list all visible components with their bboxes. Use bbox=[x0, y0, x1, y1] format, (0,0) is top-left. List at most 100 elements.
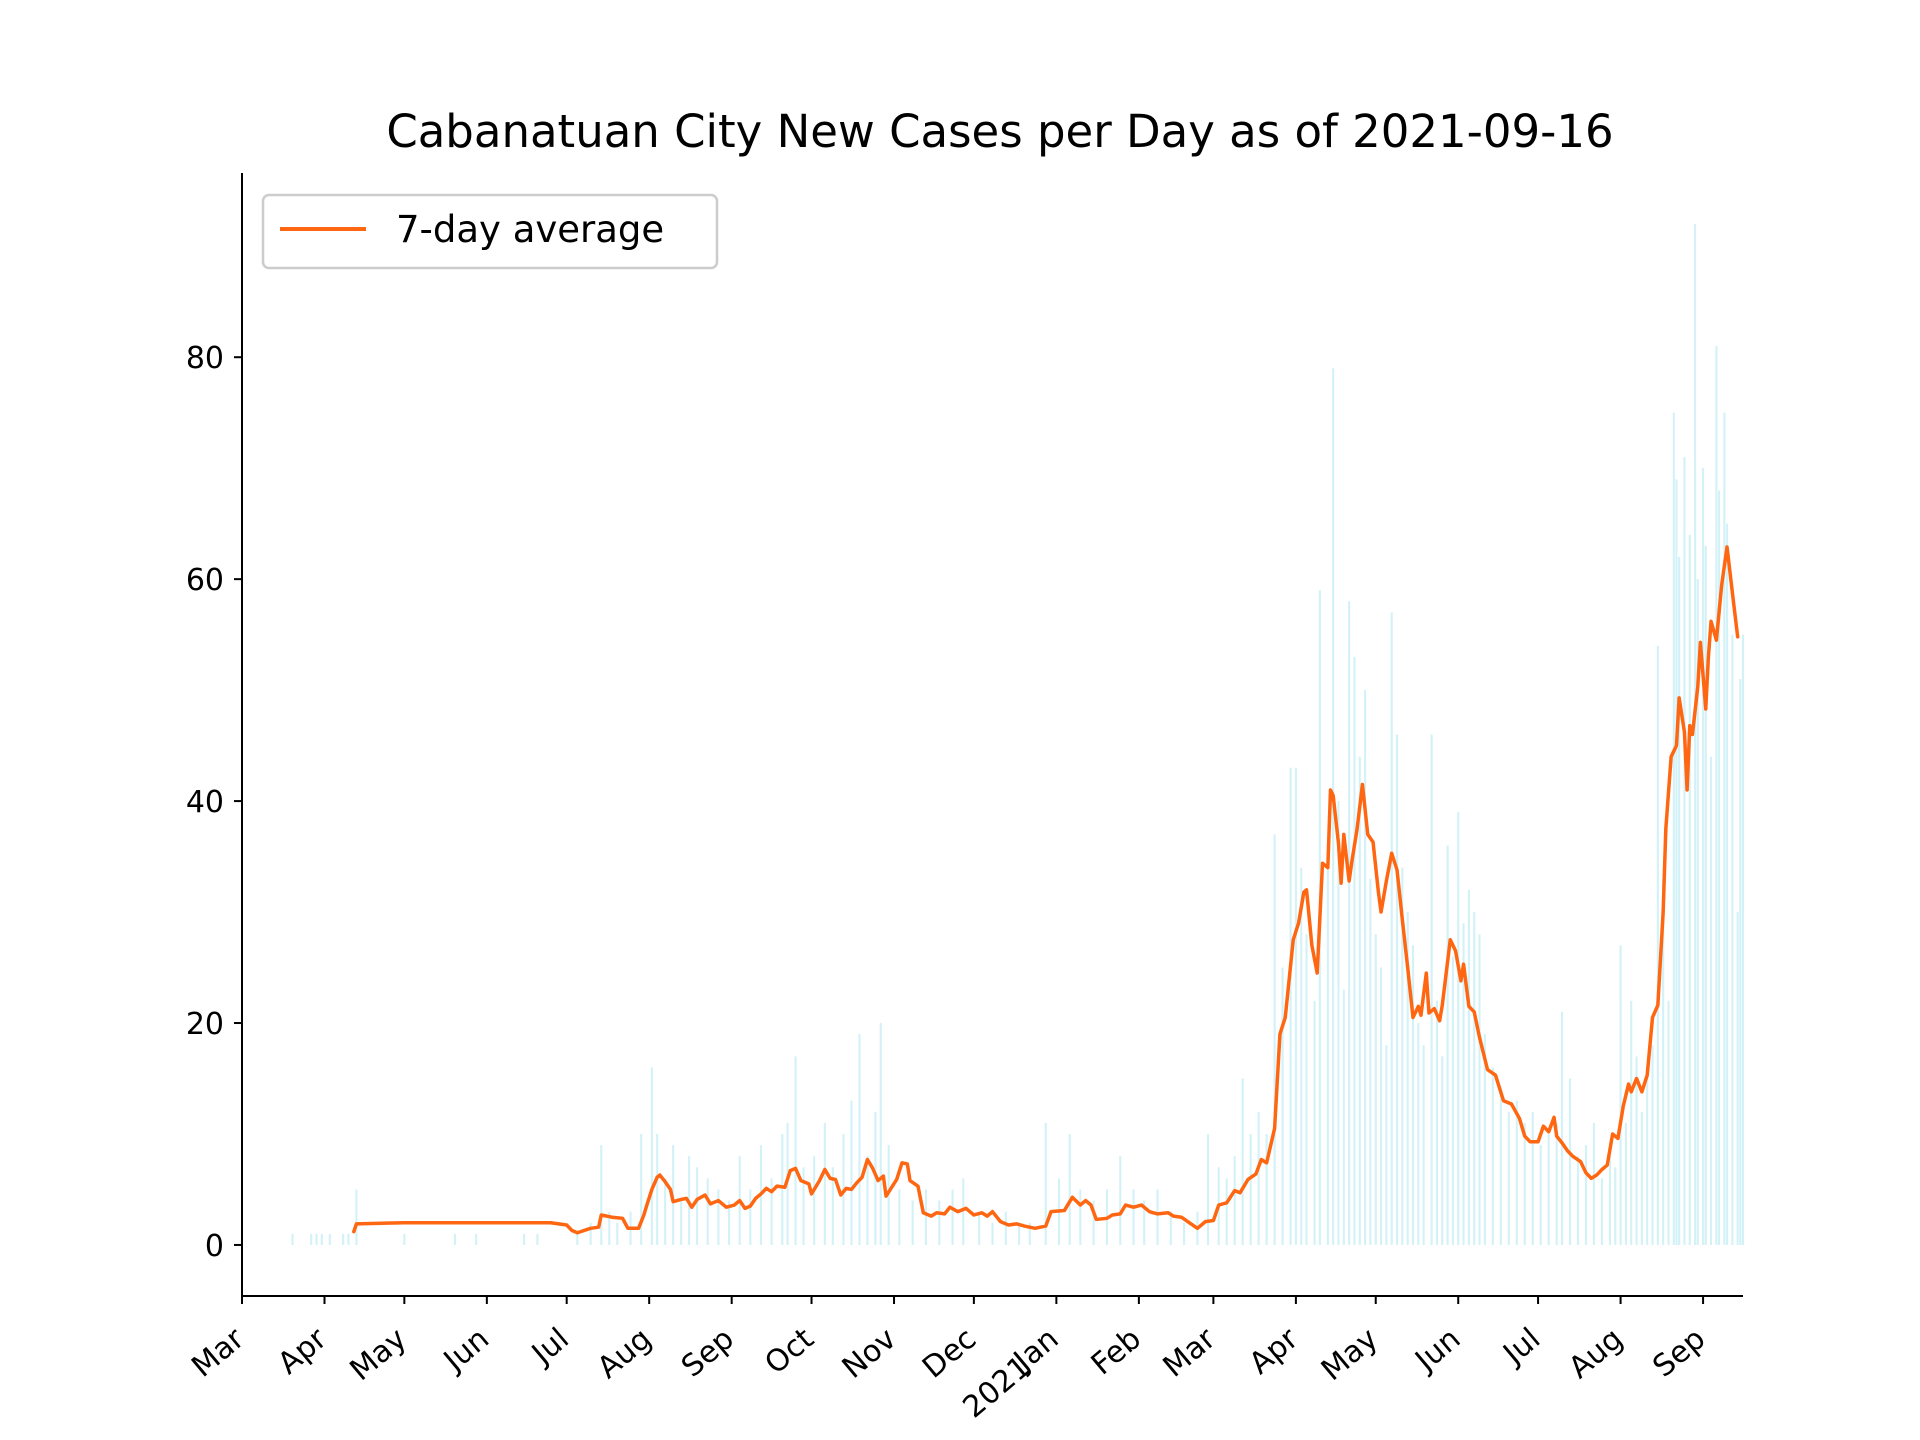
daily-case-bar bbox=[616, 1222, 619, 1245]
daily-case-bar bbox=[1523, 1122, 1526, 1245]
daily-case-bar bbox=[1635, 1056, 1638, 1245]
daily-case-bar bbox=[1646, 1067, 1649, 1245]
daily-case-bar bbox=[1004, 1211, 1007, 1245]
daily-case-bar bbox=[1702, 468, 1705, 1245]
daily-case-bar bbox=[589, 1222, 592, 1245]
daily-case-bar bbox=[1257, 1111, 1260, 1245]
daily-case-bar bbox=[1207, 1133, 1210, 1245]
daily-case-bar bbox=[727, 1200, 731, 1245]
daily-case-bar bbox=[1499, 1089, 1502, 1245]
y-tick-label: 0 bbox=[205, 1229, 224, 1264]
daily-case-bar bbox=[1614, 1167, 1617, 1245]
daily-case-bar bbox=[962, 1178, 965, 1245]
daily-case-bar bbox=[1619, 945, 1622, 1245]
daily-case-bar bbox=[1342, 989, 1345, 1245]
daily-case-bar bbox=[1353, 656, 1356, 1245]
daily-case-bar bbox=[794, 1056, 797, 1245]
daily-case-bar bbox=[1667, 1000, 1670, 1245]
daily-case-bar bbox=[1568, 1078, 1572, 1245]
daily-case-bar bbox=[813, 1156, 816, 1245]
daily-case-bar bbox=[1600, 1178, 1604, 1245]
daily-case-bar bbox=[1233, 1156, 1236, 1245]
daily-case-bar bbox=[1379, 967, 1383, 1245]
daily-case-bar bbox=[1358, 756, 1361, 1245]
daily-case-bar bbox=[898, 1189, 901, 1245]
daily-case-bar bbox=[403, 1233, 406, 1245]
daily-case-bar bbox=[823, 1122, 826, 1245]
chart-title: Cabanatuan City New Cases per Day as of … bbox=[386, 105, 1613, 158]
daily-case-bar bbox=[453, 1233, 456, 1245]
daily-case-bar bbox=[1717, 490, 1721, 1245]
legend: 7-day average bbox=[261, 193, 719, 270]
daily-case-bar bbox=[1395, 734, 1399, 1245]
daily-case-bar bbox=[802, 1167, 805, 1245]
daily-case-bar bbox=[1241, 1078, 1244, 1245]
daily-case-bar bbox=[1018, 1222, 1021, 1245]
seven-day-average-line bbox=[352, 545, 1740, 1235]
y-tick-label: 40 bbox=[186, 785, 224, 820]
daily-case-bar bbox=[1630, 1000, 1633, 1245]
daily-case-bar bbox=[1675, 479, 1678, 1245]
daily-case-bar bbox=[938, 1200, 941, 1245]
daily-case-bar bbox=[1723, 412, 1726, 1245]
daily-case-bar bbox=[1739, 679, 1742, 1245]
daily-case-bar bbox=[1710, 756, 1713, 1245]
daily-case-bar bbox=[1411, 945, 1415, 1245]
daily-case-bar bbox=[749, 1189, 752, 1245]
y-tick-label: 80 bbox=[186, 341, 224, 376]
daily-case-bar bbox=[1441, 1056, 1444, 1245]
daily-case-bar bbox=[1462, 923, 1465, 1245]
daily-case-bar bbox=[1478, 934, 1481, 1245]
daily-case-bar bbox=[850, 1100, 853, 1245]
seven-day-average-line-group bbox=[352, 545, 1740, 1235]
daily-case-bar bbox=[1473, 912, 1476, 1245]
daily-case-bar bbox=[831, 1167, 834, 1245]
y-tick-label: 20 bbox=[186, 1007, 224, 1042]
daily-case-bar bbox=[1435, 1000, 1439, 1245]
daily-case-bar bbox=[1143, 1200, 1146, 1245]
daily-case-bar bbox=[1305, 934, 1308, 1245]
daily-case-bar bbox=[1390, 612, 1393, 1245]
y-tick-label: 60 bbox=[186, 563, 224, 598]
daily-case-bar bbox=[1337, 801, 1340, 1245]
daily-case-bar bbox=[1656, 645, 1659, 1245]
daily-case-bar bbox=[536, 1233, 539, 1245]
daily-case-bar bbox=[576, 1233, 579, 1245]
daily-case-bar bbox=[911, 1200, 914, 1245]
daily-case-bar bbox=[781, 1133, 784, 1245]
daily-case-bar bbox=[1491, 1067, 1494, 1245]
daily-case-bar bbox=[1624, 1122, 1627, 1245]
daily-case-bar bbox=[1451, 956, 1454, 1245]
daily-case-bar bbox=[355, 1189, 358, 1245]
daily-case-bar bbox=[1079, 1189, 1082, 1245]
daily-case-bar bbox=[1132, 1189, 1135, 1245]
daily-case-bar bbox=[991, 1222, 994, 1245]
daily-case-bar bbox=[1281, 967, 1284, 1245]
daily-case-bar bbox=[1156, 1189, 1159, 1245]
daily-case-bar bbox=[866, 1156, 869, 1245]
daily-case-bar bbox=[475, 1233, 478, 1245]
daily-case-bar bbox=[1662, 878, 1665, 1245]
daily-case-bar bbox=[1119, 1156, 1122, 1245]
daily-case-bar bbox=[680, 1200, 683, 1245]
daily-case-bar bbox=[696, 1167, 699, 1245]
daily-case-bar bbox=[1725, 523, 1729, 1245]
daily-case-bar bbox=[1068, 1133, 1071, 1245]
daily-case-bar bbox=[1385, 1045, 1388, 1245]
daily-case-bar bbox=[1401, 867, 1404, 1245]
daily-case-bar bbox=[1547, 1133, 1550, 1245]
daily-case-bar bbox=[1651, 1045, 1654, 1245]
daily-case-bar bbox=[1294, 767, 1297, 1245]
daily-case-bar bbox=[1467, 889, 1470, 1245]
daily-case-bar bbox=[1273, 834, 1276, 1245]
daily-case-bar bbox=[1608, 1156, 1611, 1245]
daily-case-bar bbox=[1592, 1122, 1596, 1245]
daily-case-bar bbox=[315, 1233, 318, 1245]
daily-case-bar bbox=[1417, 1023, 1420, 1245]
daily-case-bar bbox=[978, 1211, 981, 1245]
daily-case-bar bbox=[1640, 1111, 1643, 1245]
daily-case-bar bbox=[1539, 1145, 1542, 1245]
daily-case-bar bbox=[1560, 1011, 1564, 1245]
daily-case-bar bbox=[342, 1233, 345, 1245]
